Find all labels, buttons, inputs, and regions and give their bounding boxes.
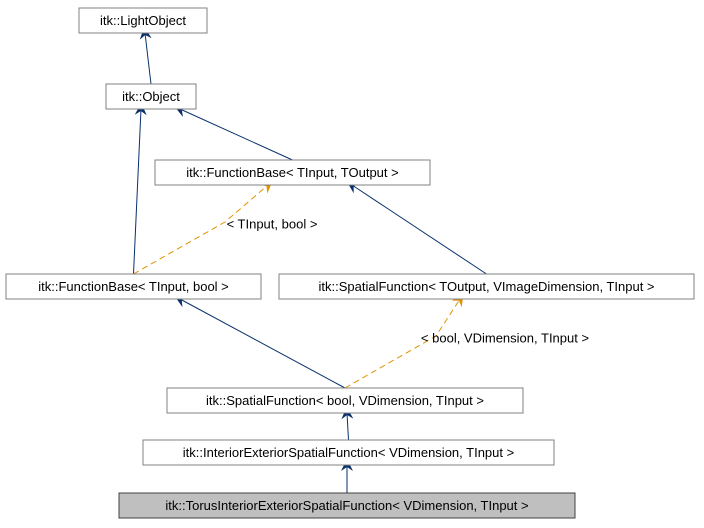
edge-label-bool_vdim: < bool, VDimension, TInput > bbox=[421, 331, 589, 346]
edge-interiorext-to-spatial_bvd bbox=[347, 413, 349, 440]
nodes-layer: itk::LightObjectitk::Objectitk::Function… bbox=[6, 8, 694, 518]
node-spatial_bvd[interactable]: itk::SpatialFunction< bool, VDimension, … bbox=[167, 388, 523, 413]
node-label: itk::FunctionBase< TInput, TOutput > bbox=[186, 165, 398, 180]
node-label: itk::FunctionBase< TInput, bool > bbox=[38, 279, 229, 294]
edge-funcbase_tib-to-object bbox=[134, 109, 142, 274]
node-label: itk::SpatialFunction< TOutput, VImageDim… bbox=[318, 279, 654, 294]
edge-object-to-lightobject bbox=[145, 33, 151, 84]
node-interiorext[interactable]: itk::InteriorExteriorSpatialFunction< VD… bbox=[143, 440, 554, 465]
node-funcbase_tio[interactable]: itk::FunctionBase< TInput, TOutput > bbox=[155, 160, 430, 185]
inheritance-diagram: itk::LightObjectitk::Objectitk::Function… bbox=[0, 0, 704, 528]
edge-spatial_tvi-to-funcbase_tio bbox=[352, 185, 487, 274]
node-label: itk::TorusInteriorExteriorSpatialFunctio… bbox=[165, 498, 528, 513]
node-lightobject[interactable]: itk::LightObject bbox=[79, 8, 207, 33]
node-torus[interactable]: itk::TorusInteriorExteriorSpatialFunctio… bbox=[119, 493, 575, 518]
node-object[interactable]: itk::Object bbox=[106, 84, 196, 109]
edge-funcbase_tio-to-object bbox=[180, 109, 293, 160]
node-label: itk::LightObject bbox=[100, 13, 186, 28]
node-label: itk::SpatialFunction< bool, VDimension, … bbox=[206, 393, 484, 408]
edge-spatial_bvd-to-funcbase_tib bbox=[180, 299, 345, 388]
node-label: itk::Object bbox=[122, 89, 180, 104]
node-spatial_tvi[interactable]: itk::SpatialFunction< TOutput, VImageDim… bbox=[279, 274, 694, 299]
node-label: itk::InteriorExteriorSpatialFunction< VD… bbox=[183, 445, 514, 460]
node-funcbase_tib[interactable]: itk::FunctionBase< TInput, bool > bbox=[6, 274, 261, 299]
edge-label-tinput_bool: < TInput, bool > bbox=[227, 217, 318, 232]
